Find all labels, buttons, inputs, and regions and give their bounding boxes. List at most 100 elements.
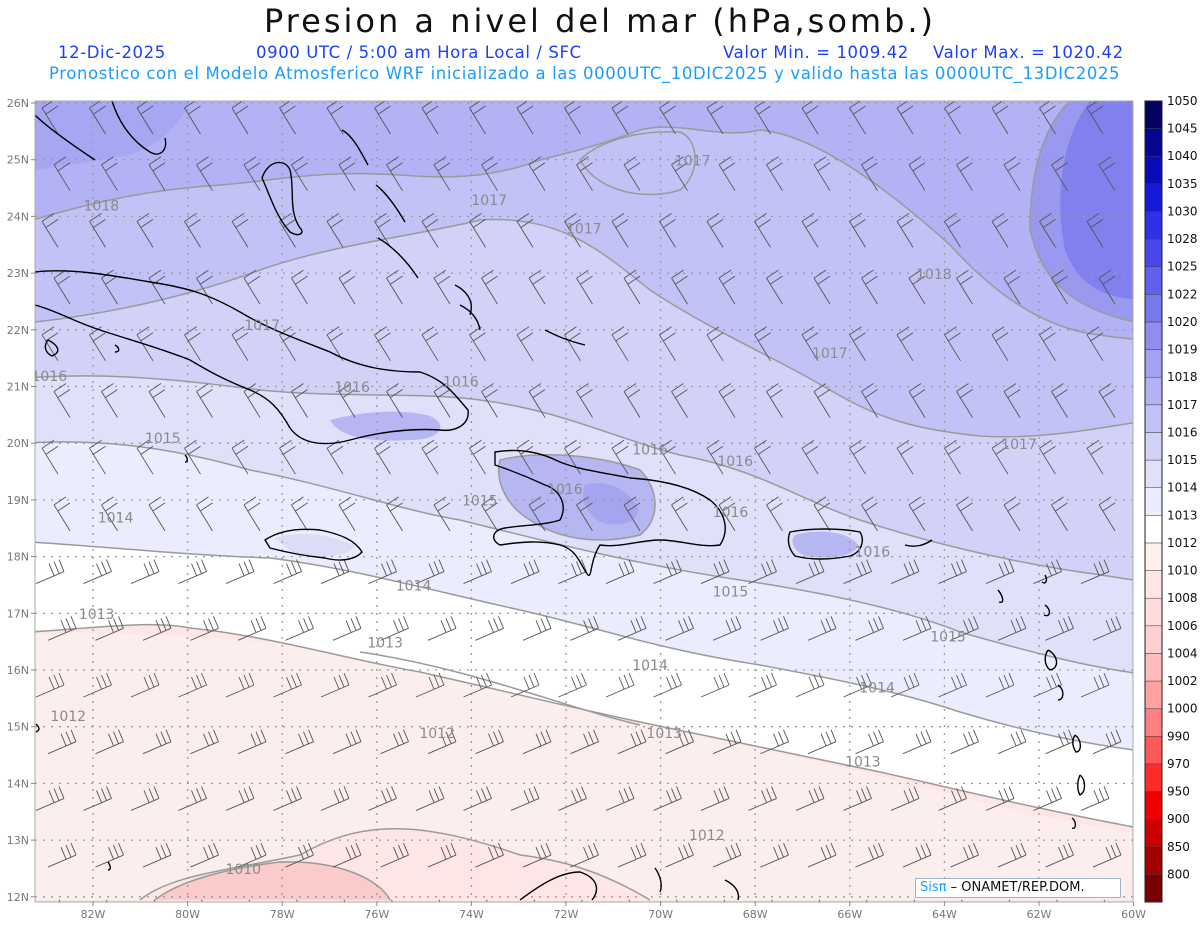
lon-tick-label: 80W bbox=[175, 908, 200, 921]
wind-barb bbox=[380, 729, 409, 755]
colorbar-frame bbox=[1144, 100, 1163, 903]
wind-barb bbox=[433, 496, 451, 532]
wind-barb bbox=[101, 383, 118, 418]
wind-barb bbox=[89, 326, 106, 362]
coast-hispaniola bbox=[493, 449, 726, 576]
wind-barb bbox=[849, 439, 866, 475]
wind-barb bbox=[700, 786, 730, 811]
colorbar-swatch bbox=[1144, 100, 1163, 129]
wind-barb bbox=[427, 729, 457, 755]
pocket-1017 bbox=[580, 131, 695, 195]
wind-barb bbox=[47, 729, 77, 755]
lat-tick-label: 13N bbox=[7, 834, 29, 847]
wind-barb bbox=[795, 786, 825, 811]
coast-bahamas-1 bbox=[341, 129, 586, 346]
wind-barb bbox=[1033, 559, 1062, 585]
colorbar-label: 950 bbox=[1167, 785, 1190, 799]
colorbar-label: 850 bbox=[1167, 840, 1190, 854]
contour-label: 1013 bbox=[646, 726, 682, 742]
wind-barb bbox=[671, 269, 688, 305]
wind-barb bbox=[718, 269, 736, 305]
wind-barb bbox=[481, 269, 498, 305]
contour-label: 1014 bbox=[98, 511, 134, 527]
wind-barb bbox=[89, 439, 106, 475]
wind-barb bbox=[89, 213, 106, 248]
lon-tick-label: 78W bbox=[270, 908, 295, 921]
wind-barb bbox=[766, 496, 783, 532]
wind-barb bbox=[623, 383, 641, 418]
band-1012 bbox=[35, 632, 1133, 900]
wind-barb bbox=[760, 729, 789, 755]
colorbar-swatch bbox=[1144, 294, 1163, 323]
wind-barb bbox=[1003, 269, 1021, 305]
colorbar-label: 970 bbox=[1167, 757, 1190, 771]
wind-barb bbox=[83, 672, 112, 698]
wind-barb bbox=[225, 786, 255, 811]
contour-label: 1017 bbox=[812, 346, 848, 362]
wind-barb bbox=[849, 213, 866, 248]
wind-barb bbox=[231, 213, 249, 248]
wind-barb bbox=[273, 786, 302, 811]
wind-barb bbox=[1039, 439, 1056, 475]
lon-tick-label: 66W bbox=[837, 908, 862, 921]
lat-tick-label: 22N bbox=[7, 324, 29, 337]
wind-barb bbox=[178, 672, 207, 698]
wind-barb bbox=[760, 842, 789, 868]
wind-barb bbox=[956, 156, 973, 191]
wind-barb bbox=[190, 616, 219, 641]
colorbar-swatch bbox=[1144, 321, 1163, 350]
wind-barb bbox=[623, 269, 641, 305]
lat-tick-label: 21N bbox=[7, 381, 29, 394]
wind-barb bbox=[570, 842, 599, 868]
longitude-axis: 82W 80W 78W 76W 74W 72W 70W 68W 66W 64W 62W 60W bbox=[81, 902, 1146, 921]
wind-barb bbox=[148, 383, 166, 418]
wind-barb bbox=[148, 496, 166, 532]
colorbar-swatch bbox=[1144, 818, 1163, 848]
colorbar-swatch bbox=[1144, 349, 1163, 378]
wind-barb bbox=[896, 213, 914, 248]
contour-label: 1010 bbox=[225, 862, 261, 878]
wind-barb bbox=[576, 496, 593, 532]
wind-barb bbox=[1098, 269, 1116, 305]
wind-barb bbox=[83, 559, 112, 585]
wind-barb bbox=[83, 786, 112, 811]
colorbar-label: 1006 bbox=[1167, 619, 1198, 633]
map-frame bbox=[34, 100, 1134, 903]
wind-barb bbox=[273, 559, 302, 585]
wind-barb bbox=[421, 326, 439, 362]
wind-barb bbox=[997, 842, 1027, 868]
lat-tick-label: 18N bbox=[7, 551, 29, 564]
credit-box: Sisπ – ONAMET/REP.DOM. bbox=[915, 878, 1121, 898]
wind-barb bbox=[374, 213, 391, 248]
wind-barb bbox=[748, 559, 777, 585]
wind-barb bbox=[332, 616, 362, 641]
wind-barb bbox=[53, 496, 71, 532]
wind-barb bbox=[130, 559, 160, 585]
wind-barb bbox=[706, 439, 724, 475]
wind-barb bbox=[237, 729, 267, 755]
wind-barb bbox=[849, 326, 866, 362]
wind-barb bbox=[380, 842, 409, 868]
colorbar-label: 1050 bbox=[1167, 94, 1198, 108]
colorbar-label: 1022 bbox=[1167, 287, 1198, 301]
contour-label: 1016 bbox=[32, 369, 68, 385]
colorbar-label: 1013 bbox=[1167, 508, 1198, 522]
contour-label: 1012 bbox=[419, 726, 455, 742]
colorbar-swatch bbox=[1144, 128, 1163, 157]
contour-label: 1017 bbox=[675, 153, 711, 169]
wind-barb bbox=[243, 156, 261, 191]
wind-barb bbox=[706, 213, 724, 248]
wind-barb bbox=[528, 269, 546, 305]
wind-barb bbox=[1080, 672, 1110, 698]
wind-barb bbox=[1098, 383, 1116, 418]
contour-label: 1014 bbox=[859, 681, 895, 697]
cell-hispaniola-2 bbox=[583, 482, 639, 525]
wind-barb bbox=[902, 842, 932, 868]
wind-barb bbox=[374, 439, 391, 475]
wind-barb bbox=[665, 842, 694, 868]
wind-barb bbox=[386, 383, 403, 418]
wind-barb bbox=[130, 786, 160, 811]
wind-barb bbox=[671, 383, 688, 418]
wind-barb bbox=[184, 439, 201, 475]
